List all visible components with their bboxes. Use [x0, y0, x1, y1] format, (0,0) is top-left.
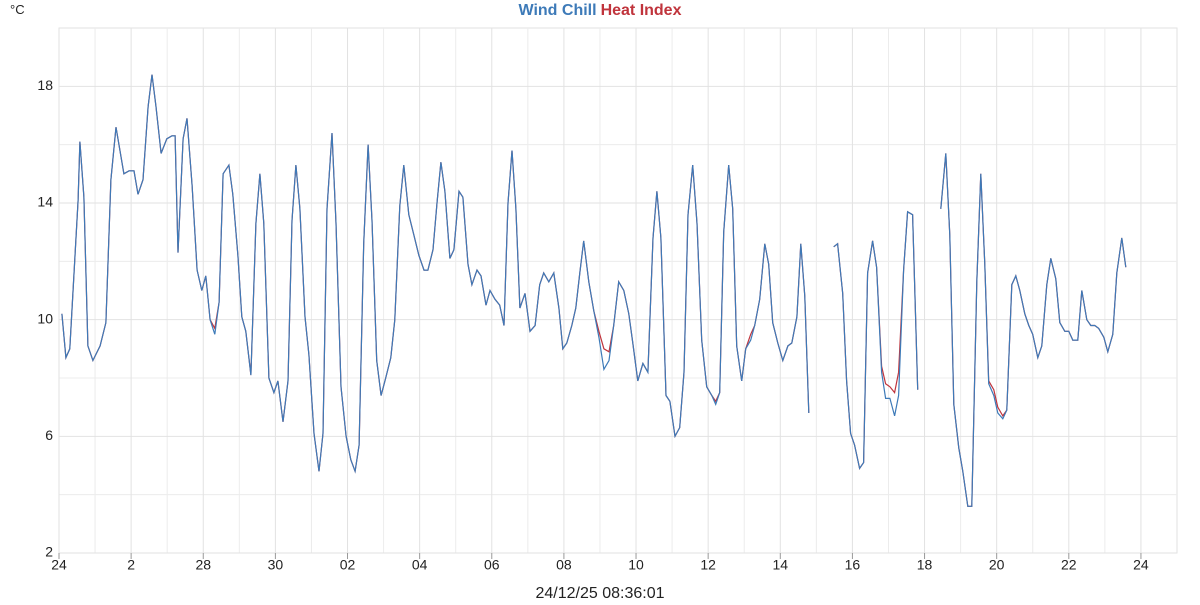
x-tick-label: 08 [556, 557, 572, 573]
x-tick-label: 20 [989, 557, 1005, 573]
timestamp: 24/12/25 08:36:01 [535, 585, 664, 600]
x-tick-label: 22 [1061, 557, 1077, 573]
x-tick-label: 2 [127, 557, 135, 573]
y-tick-label: 10 [37, 310, 53, 326]
x-tick-label: 06 [484, 557, 500, 573]
x-tick-label: 10 [628, 557, 644, 573]
x-tick-label: 14 [773, 557, 789, 573]
legend-entry: Wind Chill [518, 2, 597, 19]
x-tick-label: 02 [340, 557, 356, 573]
legend-entry: Heat Index [600, 2, 682, 19]
y-tick-label: 6 [45, 427, 53, 443]
legend: Wind Chill Heat Index [0, 2, 1200, 20]
y-unit: °C [10, 2, 25, 17]
x-tick-label: 24 [1133, 557, 1149, 573]
series-line [61, 74, 1127, 507]
y-tick-label: 2 [45, 544, 53, 560]
x-tick-label: 18 [917, 557, 933, 573]
x-tick-label: 16 [845, 557, 861, 573]
x-tick-label: 24 [51, 557, 67, 573]
y-tick-label: 18 [37, 77, 53, 93]
x-tick-label: 30 [268, 557, 284, 573]
y-tick-label: 14 [37, 194, 53, 210]
x-tick-label: 28 [195, 557, 211, 573]
x-tick-label: 04 [412, 557, 428, 573]
x-tick-label: 12 [700, 557, 716, 573]
series-line [61, 74, 1127, 507]
